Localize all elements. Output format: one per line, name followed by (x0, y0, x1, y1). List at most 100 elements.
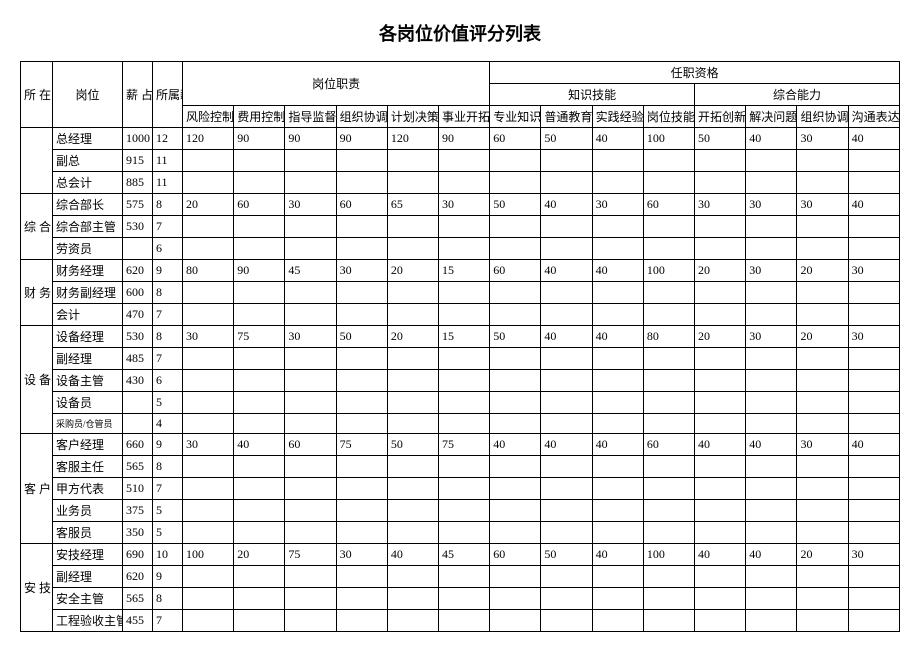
score-cell: 530 (123, 216, 153, 238)
value-cell (643, 500, 694, 522)
value-cell: 30 (592, 194, 643, 216)
value-cell: 40 (387, 544, 438, 566)
position-cell: 设备经理 (53, 326, 123, 348)
value-cell (234, 172, 285, 194)
value-cell (592, 392, 643, 414)
value-cell: 40 (848, 194, 899, 216)
value-cell (439, 392, 490, 414)
value-cell (234, 414, 285, 434)
value-cell (541, 522, 592, 544)
value-cell (387, 588, 438, 610)
value-cell: 120 (387, 128, 438, 150)
score-cell: 620 (123, 260, 153, 282)
value-cell: 75 (234, 326, 285, 348)
value-cell (592, 370, 643, 392)
value-cell: 40 (541, 434, 592, 456)
value-cell (490, 348, 541, 370)
value-cell: 60 (490, 128, 541, 150)
value-cell: 30 (439, 194, 490, 216)
header-skill: 岗位技能 (643, 106, 694, 128)
value-cell (541, 588, 592, 610)
value-cell: 30 (695, 194, 746, 216)
value-cell (387, 566, 438, 588)
value-cell (695, 238, 746, 260)
value-cell (336, 566, 387, 588)
value-cell: 100 (643, 544, 694, 566)
position-cell: 设备主管 (53, 370, 123, 392)
value-cell (848, 392, 899, 414)
grade-cell: 7 (153, 216, 183, 238)
value-cell: 75 (439, 434, 490, 456)
value-cell: 40 (695, 544, 746, 566)
header-edu: 普通教育 (541, 106, 592, 128)
value-cell (336, 588, 387, 610)
value-cell: 40 (848, 128, 899, 150)
value-cell (285, 500, 336, 522)
grade-cell: 7 (153, 304, 183, 326)
value-cell (541, 150, 592, 172)
value-cell (695, 414, 746, 434)
value-cell (387, 216, 438, 238)
value-cell (387, 522, 438, 544)
score-cell: 455 (123, 610, 153, 632)
page-title: 各岗位价值评分列表 (20, 20, 900, 46)
table-row: 安 技安技经理690101002075304045605040100404020… (21, 544, 900, 566)
value-cell (592, 348, 643, 370)
grade-cell: 9 (153, 260, 183, 282)
header-cost: 费用控制 (234, 106, 285, 128)
value-cell (541, 478, 592, 500)
value-cell: 40 (695, 434, 746, 456)
value-cell (387, 150, 438, 172)
value-cell: 65 (387, 194, 438, 216)
evaluation-table: 所 在 部 门 岗位 薪 占 八、数 所属薪级 岗位职责 任职资格 知识技能 综… (20, 61, 900, 632)
table-row: 甲方代表5107 (21, 478, 900, 500)
value-cell: 90 (285, 128, 336, 150)
value-cell (336, 150, 387, 172)
value-cell (336, 610, 387, 632)
table-row: 安全主管5658 (21, 588, 900, 610)
value-cell (387, 304, 438, 326)
value-cell: 120 (183, 128, 234, 150)
value-cell (848, 216, 899, 238)
value-cell: 40 (592, 434, 643, 456)
value-cell (336, 500, 387, 522)
position-cell: 设备员 (53, 392, 123, 414)
table-row: 综合部主管5307 (21, 216, 900, 238)
value-cell (541, 456, 592, 478)
value-cell (541, 610, 592, 632)
position-cell: 劳资员 (53, 238, 123, 260)
value-cell (797, 172, 848, 194)
value-cell (439, 588, 490, 610)
header-exp: 实践经验 (592, 106, 643, 128)
value-cell (285, 370, 336, 392)
value-cell (746, 414, 797, 434)
value-cell (183, 238, 234, 260)
value-cell (848, 150, 899, 172)
value-cell (643, 282, 694, 304)
grade-cell: 5 (153, 522, 183, 544)
value-cell (592, 456, 643, 478)
grade-cell: 5 (153, 500, 183, 522)
grade-cell: 5 (153, 392, 183, 414)
value-cell (285, 348, 336, 370)
value-cell (439, 150, 490, 172)
table-row: 副总91511 (21, 150, 900, 172)
value-cell: 40 (746, 544, 797, 566)
value-cell (183, 478, 234, 500)
table-row: 设 备设备经理53083075305020155040408020302030 (21, 326, 900, 348)
value-cell: 90 (234, 260, 285, 282)
value-cell (643, 588, 694, 610)
value-cell (183, 566, 234, 588)
value-cell: 40 (490, 434, 541, 456)
value-cell (387, 172, 438, 194)
grade-cell: 7 (153, 478, 183, 500)
value-cell (183, 282, 234, 304)
value-cell (797, 566, 848, 588)
value-cell (234, 150, 285, 172)
grade-cell: 10 (153, 544, 183, 566)
value-cell (183, 500, 234, 522)
position-cell: 采购员/仓管员 (53, 414, 123, 434)
value-cell (234, 282, 285, 304)
value-cell (285, 238, 336, 260)
value-cell (797, 282, 848, 304)
